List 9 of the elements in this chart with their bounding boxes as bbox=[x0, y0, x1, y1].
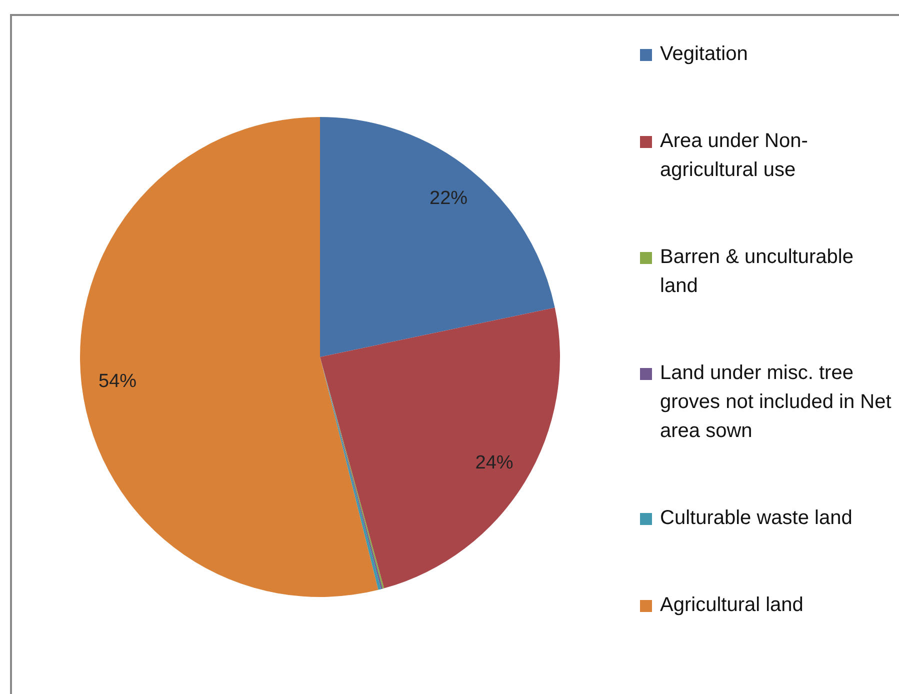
legend-label: Agricultural land bbox=[660, 593, 804, 618]
legend-label: Culturable waste land bbox=[660, 506, 852, 531]
legend-label: Barren & unculturable land bbox=[660, 245, 854, 299]
data-label: 22% bbox=[430, 188, 468, 209]
legend-label: Area under Non-agricultural use bbox=[660, 129, 809, 183]
legend-label: Land under misc. tree groves not included in Net area sown bbox=[660, 361, 892, 444]
legend-label: Vegitation bbox=[660, 42, 748, 67]
data-label: 24% bbox=[475, 452, 514, 474]
data-label: 54% bbox=[98, 371, 137, 392]
